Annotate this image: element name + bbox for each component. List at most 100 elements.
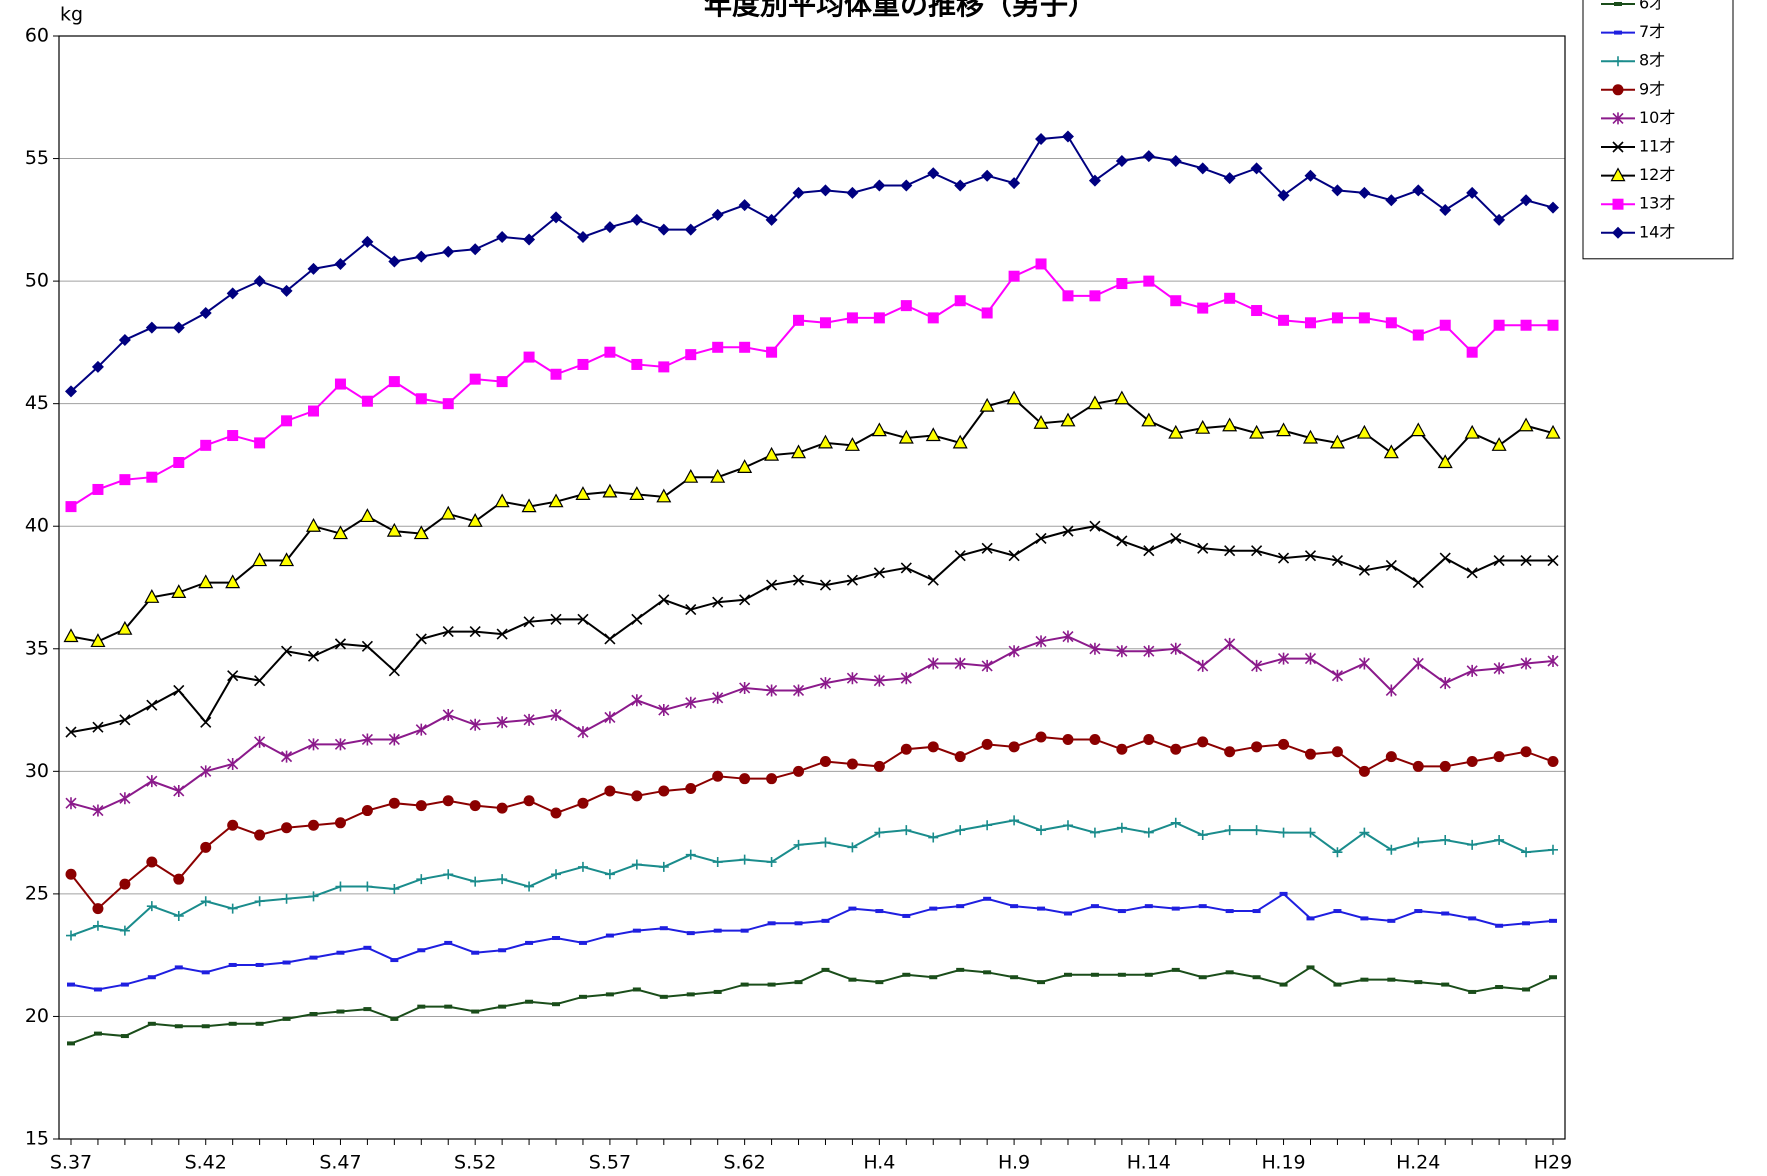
marker [630, 213, 643, 226]
marker [685, 849, 696, 860]
marker [873, 674, 885, 687]
marker [1279, 891, 1288, 896]
series [65, 731, 1559, 915]
marker [1252, 909, 1261, 914]
marker [1549, 918, 1557, 923]
marker [118, 333, 131, 346]
marker [388, 376, 400, 388]
marker [550, 368, 562, 380]
marker [1387, 977, 1396, 982]
legend-label: 6才 [1639, 0, 1665, 13]
marker [819, 184, 832, 197]
y-tick-label: 25 [25, 882, 49, 904]
marker [767, 982, 776, 987]
marker [334, 817, 346, 829]
marker [390, 958, 399, 963]
marker [307, 262, 320, 275]
marker [656, 488, 672, 503]
marker [120, 982, 129, 987]
marker [848, 977, 857, 982]
marker [928, 832, 939, 843]
marker [954, 295, 966, 307]
marker [1494, 834, 1505, 845]
marker [1358, 564, 1370, 576]
marker [819, 317, 831, 329]
marker [983, 896, 992, 901]
marker [361, 395, 373, 407]
marker [388, 665, 400, 677]
marker [200, 765, 212, 778]
x-tick-label: H.4 [863, 1152, 895, 1174]
marker [280, 750, 293, 763]
marker [794, 921, 803, 926]
marker [1037, 980, 1046, 985]
marker [1547, 655, 1559, 668]
marker [1520, 194, 1533, 207]
marker [740, 982, 749, 987]
marker [1143, 275, 1155, 287]
marker [444, 940, 453, 945]
marker [1225, 909, 1234, 914]
marker [1385, 559, 1397, 572]
marker [982, 820, 993, 831]
marker [846, 574, 858, 586]
marker [1008, 645, 1020, 658]
marker [255, 962, 264, 967]
marker [1008, 741, 1020, 753]
marker [440, 505, 456, 520]
marker [1466, 567, 1478, 579]
marker [846, 672, 858, 685]
marker [386, 522, 402, 537]
marker [363, 1007, 372, 1012]
marker [1333, 982, 1342, 987]
marker [1251, 825, 1262, 836]
marker [92, 903, 104, 915]
marker [417, 948, 426, 953]
marker [1387, 918, 1396, 923]
marker [1063, 972, 1072, 977]
marker [442, 626, 454, 638]
marker [1412, 760, 1424, 772]
marker [1549, 975, 1557, 980]
marker [1251, 305, 1263, 317]
marker [603, 221, 616, 234]
marker [1170, 817, 1181, 828]
marker [954, 179, 967, 192]
marker [1251, 545, 1263, 557]
marker [683, 468, 699, 483]
marker [362, 881, 373, 892]
marker [793, 314, 805, 326]
marker [577, 861, 588, 872]
marker [578, 994, 587, 999]
marker [226, 287, 239, 300]
marker [1168, 424, 1184, 439]
legend-label: 12才 [1639, 165, 1675, 184]
marker [794, 980, 803, 985]
marker [361, 640, 373, 652]
marker [632, 987, 641, 992]
marker [875, 980, 884, 985]
marker [1385, 317, 1397, 329]
marker [1278, 738, 1290, 750]
marker [498, 948, 507, 953]
marker [1088, 174, 1101, 187]
marker [1302, 429, 1318, 444]
marker [1466, 346, 1478, 358]
marker [766, 773, 778, 785]
marker [629, 486, 645, 500]
marker [766, 684, 778, 697]
marker [92, 804, 104, 817]
marker [146, 699, 158, 711]
marker [1329, 434, 1345, 449]
marker [1170, 642, 1182, 655]
marker [1033, 415, 1049, 429]
marker [198, 574, 214, 589]
marker [605, 992, 614, 997]
marker [1441, 911, 1450, 916]
x-tick-label: H29 [1534, 1152, 1572, 1174]
marker [1062, 525, 1074, 537]
marker [144, 589, 160, 603]
marker [120, 1034, 129, 1039]
marker [1521, 847, 1532, 858]
